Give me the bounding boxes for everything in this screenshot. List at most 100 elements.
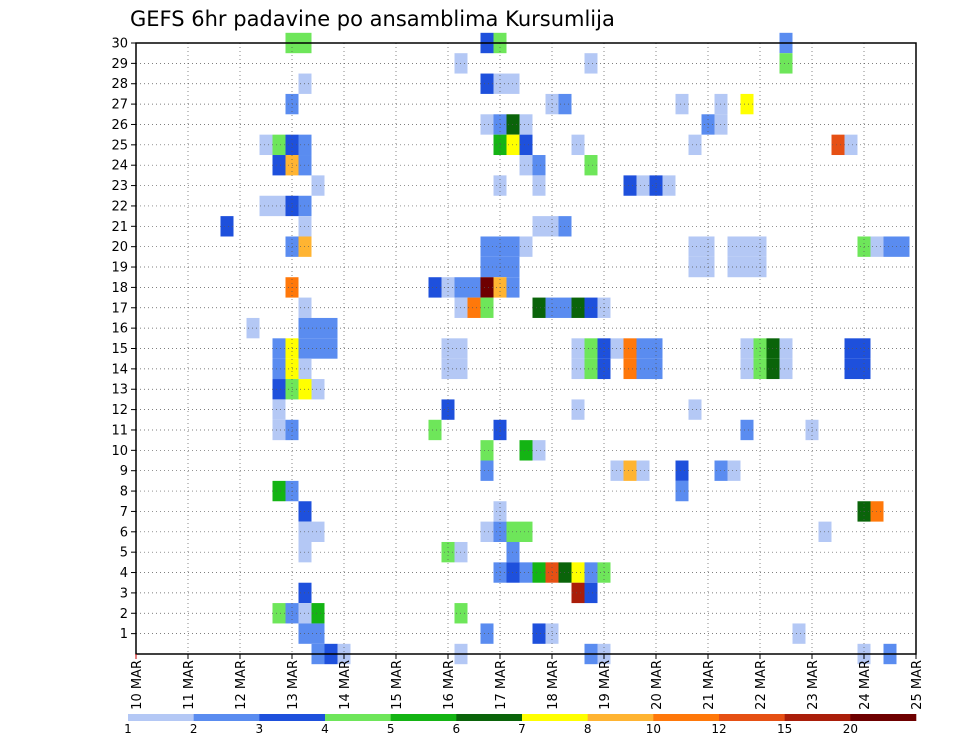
legend-color-swatch — [325, 714, 391, 721]
x-tick-label: 13 MAR — [286, 660, 301, 710]
heatmap-cell — [636, 460, 650, 481]
heatmap-cell — [779, 338, 793, 359]
y-tick-label: 5 — [120, 546, 128, 561]
legend-label: 1 — [124, 722, 132, 736]
y-tick-label: 17 — [111, 301, 128, 316]
heatmap-cell — [883, 236, 897, 257]
heatmap-cell — [480, 297, 494, 318]
y-tick-label: 3 — [120, 586, 128, 601]
legend-color-swatch — [522, 714, 588, 721]
heatmap-cell — [519, 521, 533, 542]
x-axis: 10 MAR 11 MAR 12 MAR 13 MAR 14 MAR 15 MAR 16 M… — [130, 654, 925, 710]
y-tick-label: 4 — [120, 566, 128, 581]
heatmap-cell — [480, 73, 494, 94]
heatmap-cell — [571, 399, 585, 420]
legend-label: 3 — [256, 722, 264, 736]
heatmap-cell — [311, 623, 325, 644]
heatmap-cell — [740, 93, 754, 115]
heatmap-cell — [740, 256, 754, 278]
heatmap-cell — [480, 114, 494, 135]
heatmap-cell — [727, 256, 741, 278]
heatmap-cell — [519, 114, 533, 135]
heatmap-cell — [571, 134, 585, 156]
legend-label: 8 — [584, 722, 592, 736]
heatmap-cell — [571, 338, 585, 359]
heatmap-cell — [688, 134, 702, 156]
heatmap-cell — [324, 338, 338, 359]
y-tick-label: 25 — [111, 138, 128, 153]
heatmap-cell — [220, 216, 234, 237]
heatmap-cell — [584, 53, 598, 74]
heatmap-cell — [272, 603, 286, 624]
heatmap-cell — [779, 358, 793, 380]
heatmap-cell — [519, 440, 533, 461]
heatmap-cell — [584, 338, 598, 359]
y-tick-label: 16 — [111, 322, 128, 337]
heatmap-cell — [259, 134, 273, 156]
heatmap-cell — [584, 155, 598, 176]
legend-color-swatch — [850, 714, 917, 721]
y-tick-label: 19 — [111, 261, 128, 276]
y-tick-label: 20 — [111, 240, 128, 255]
heatmap-cell — [623, 460, 637, 481]
heatmap-cell — [675, 93, 689, 115]
color-legend: 1 2 3 4 5 6 7 8 10 12 15 20 — [124, 714, 917, 736]
legend-color-swatch — [719, 714, 785, 721]
heatmap-cell — [480, 256, 494, 278]
x-tick-label: 11 MAR — [182, 660, 197, 710]
heatmap-cell — [311, 379, 325, 400]
heatmap-cell — [584, 297, 598, 318]
heatmap-cell — [311, 521, 325, 542]
heatmap-cell — [584, 358, 598, 380]
x-tick-label: 10 MAR — [130, 660, 145, 710]
heatmap-cell — [740, 419, 754, 441]
heatmap-cell — [844, 338, 858, 359]
y-tick-label: 2 — [120, 607, 128, 622]
heatmap-cell — [636, 175, 650, 196]
heatmap-cell — [623, 358, 637, 380]
y-tick-label: 21 — [111, 220, 128, 235]
heatmap-cell — [272, 399, 286, 420]
heatmap-cell — [480, 521, 494, 542]
y-tick-label: 14 — [111, 362, 128, 377]
y-tick-label: 1 — [120, 627, 128, 642]
heatmap-cell — [480, 440, 494, 461]
heatmap-cell — [259, 195, 273, 217]
y-tick-label: 12 — [111, 403, 128, 418]
heatmap-cell — [675, 480, 689, 502]
heatmap-cell — [428, 419, 442, 441]
heatmap-cell — [480, 460, 494, 481]
heatmap-cell — [727, 460, 741, 481]
y-tick-label: 15 — [111, 342, 128, 357]
heatmap-cell — [272, 155, 286, 176]
heatmap-cell — [688, 256, 702, 278]
heatmap-cell — [740, 338, 754, 359]
heatmap-cell — [311, 603, 325, 624]
heatmap-cell — [688, 236, 702, 257]
heatmap-cell — [688, 399, 702, 420]
heatmap-cell — [623, 175, 637, 196]
y-tick-label: 24 — [111, 159, 128, 174]
heatmap-cell — [272, 134, 286, 156]
y-tick-label: 22 — [111, 199, 128, 214]
heatmap-cell — [740, 236, 754, 257]
legend-label: 20 — [843, 722, 858, 736]
heatmap-cell — [311, 175, 325, 196]
heatmap-cell — [636, 338, 650, 359]
heatmap-cell — [571, 358, 585, 380]
heatmap-cell — [272, 480, 286, 502]
x-tick-label: 22 MAR — [754, 660, 769, 710]
y-tick-label: 28 — [111, 77, 128, 92]
heatmap-cell — [844, 134, 858, 156]
heatmap-cell — [636, 358, 650, 380]
x-tick-label: 20 MAR — [650, 660, 665, 710]
y-tick-label: 6 — [120, 525, 128, 540]
heatmap-cell — [532, 175, 546, 196]
heatmap-cell — [740, 358, 754, 380]
legend-color-swatch — [259, 714, 326, 721]
x-tick-label: 24 MAR — [858, 660, 873, 710]
heatmap-cell — [896, 236, 910, 257]
legend-label: 6 — [453, 722, 461, 736]
heatmap-cell — [519, 236, 533, 257]
legend-color-swatch — [193, 714, 260, 721]
